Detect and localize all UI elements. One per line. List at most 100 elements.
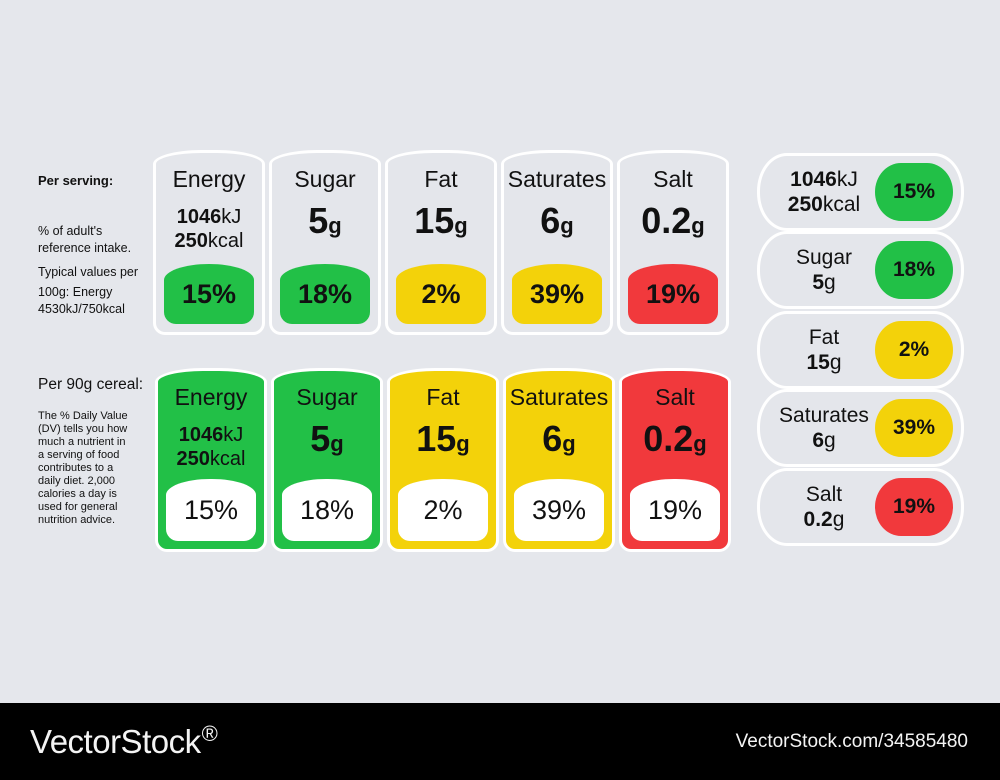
nutrient-amount: 6g [506, 419, 612, 464]
amount-unit: g [328, 213, 342, 238]
amount-number: 5 [308, 200, 329, 241]
nutrient-name: Fat [424, 166, 458, 192]
nutrient-name: Sugar [294, 166, 356, 192]
intake-line: reference intake. [38, 241, 132, 255]
intake-line: 4530kJ/750kcal [38, 302, 125, 316]
nutrient-name: Sugar [296, 384, 358, 410]
image-credit: VectorStock.com/34585480 [735, 731, 968, 752]
nutrient-amount: 15g [388, 201, 494, 246]
hlabel-card-saturates: Saturates 6g 39% [757, 389, 964, 467]
dv-line: daily diet. 2,000 [38, 475, 116, 487]
nutrient-name: Fat [426, 384, 460, 410]
kcal-number: 250 [787, 193, 823, 216]
percent-pill: 18% [875, 241, 953, 299]
brand-name: VectorStock [30, 723, 201, 760]
intake-line: % of adult's [38, 224, 103, 238]
intake-line: 100g: Energy [38, 285, 113, 299]
label-card-sugar: Sugar 5g 18% [269, 150, 381, 335]
kcal-unit: kcal [209, 448, 246, 470]
amount-unit: g [693, 431, 707, 456]
dv-line: (DV) tells you how [38, 423, 128, 435]
percent-pill: 2% [875, 321, 953, 379]
nutrient-amount: 0.2g [622, 419, 728, 464]
label-card-energy: Energy 1046kJ 250kcal 15% [155, 368, 267, 552]
amount-number: 0.2 [803, 507, 833, 531]
hlabel-card-salt: Salt 0.2g 19% [757, 468, 964, 546]
dv-line: contributes to a [38, 462, 114, 474]
label-card-fat: Fat 15g 2% [387, 368, 499, 552]
amount-unit: g [691, 213, 705, 238]
percent-pill: 39% [875, 399, 953, 457]
dv-line: much a nutrient in [38, 436, 126, 448]
label-card-fat: Fat 15g 2% [385, 150, 497, 335]
percent-pill: 39% [512, 264, 602, 324]
nutrient-amount: 15g [390, 419, 496, 464]
hlabel-card-fat: Fat 15g 2% [757, 311, 964, 389]
kj-unit: kJ [223, 424, 244, 446]
amount-number: 15 [806, 350, 830, 374]
kj-unit: kJ [221, 206, 242, 228]
nutrient-name: Saturates [507, 166, 607, 192]
nutrient-text: Sugar 5g [764, 234, 884, 306]
amount-unit: g [824, 270, 836, 294]
label-card-sugar: Sugar 5g 18% [271, 368, 383, 552]
label-card-energy: Energy 1046kJ 250kcal 15% [153, 150, 265, 335]
amount-number: 15 [416, 418, 457, 459]
nutrient-name: Saturates [779, 403, 869, 427]
nutrient-amount: 5g [274, 419, 380, 464]
percent-pill: 2% [396, 264, 486, 324]
nutrient-energy-value: 1046kJ 250kcal [156, 205, 262, 253]
nutrient-text: Salt 0.2g [764, 471, 884, 543]
dv-line: a serving of food [38, 449, 120, 461]
nutrient-text: Saturates 6g [764, 392, 884, 464]
amount-number: 5 [812, 270, 824, 294]
amount-number: 0.2 [641, 200, 692, 241]
amount-number: 6 [540, 200, 561, 241]
nutrient-text: Fat 15g [764, 314, 884, 386]
nutrient-amount: 0.2g [620, 201, 726, 246]
amount-unit: g [454, 213, 468, 238]
brand-logo: VectorStock® [30, 721, 218, 761]
nutrient-amount: 5g [272, 201, 378, 246]
amount-number: 6 [542, 418, 563, 459]
percent-pill: 18% [280, 264, 370, 324]
amount-unit: g [562, 431, 576, 456]
nutrient-name: Salt [805, 482, 843, 506]
label-card-saturates: Saturates 6g 39% [501, 150, 613, 335]
amount-unit: g [829, 350, 842, 374]
label-card-saturates: Saturates 6g 39% [503, 368, 615, 552]
nutrient-amount: 6g [504, 201, 610, 246]
kcal-unit: kcal [207, 230, 244, 252]
amount-unit: g [832, 507, 845, 531]
percent-pill: 19% [630, 479, 720, 541]
hlabel-card-sugar: Sugar 5g 18% [757, 231, 964, 309]
percent-pill: 15% [164, 264, 254, 324]
kj-number: 1046 [176, 206, 222, 228]
percent-pill: 15% [166, 479, 256, 541]
percent-pill: 18% [282, 479, 372, 541]
footer-bar: VectorStock® VectorStock.com/34585480 [0, 703, 1000, 780]
dv-line: calories a day is [38, 488, 117, 500]
percent-pill: 19% [628, 264, 718, 324]
percent-pill: 19% [875, 478, 953, 536]
nutrient-name: Salt [655, 384, 695, 410]
per-serving-label: Per serving: [38, 173, 114, 188]
intake-line: Typical values per [38, 265, 139, 279]
nutrient-name: Salt [653, 166, 693, 192]
per-cereal-label: Per 90g cereal: [38, 376, 144, 393]
nutrient-name: Fat [808, 325, 840, 349]
nutrient-name: Energy [172, 166, 246, 192]
kcal-number: 250 [176, 448, 210, 470]
nutrient-name: Energy [174, 384, 248, 410]
amount-unit: g [560, 213, 574, 238]
nutrient-energy-value: 1046kJ 250kcal [158, 423, 264, 471]
label-card-salt: Salt 0.2g 19% [619, 368, 731, 552]
percent-pill: 39% [514, 479, 604, 541]
percent-pill: 15% [875, 163, 953, 221]
hlabel-card-energy: 1046kJ 250kcal 15% [757, 153, 964, 231]
amount-unit: g [330, 431, 344, 456]
dv-line: used for general [38, 501, 118, 513]
kj-number: 1046 [790, 168, 837, 191]
amount-number: 5 [310, 418, 331, 459]
nutrient-name: Saturates [509, 384, 609, 410]
